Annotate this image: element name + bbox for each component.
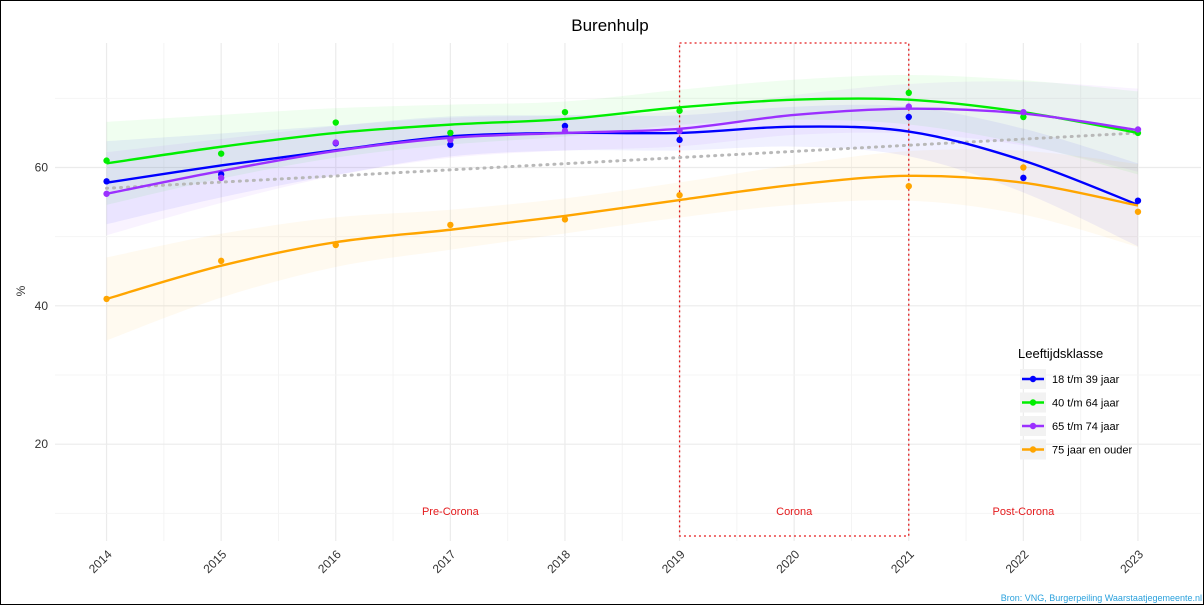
series-line: [106, 107, 1139, 195]
legend-key-point: [1029, 446, 1037, 453]
x-tick-label: 2021: [888, 547, 917, 576]
source-note: Bron: VNG, Burgerpeiling Waarstaatjegeme…: [1001, 593, 1202, 603]
data-point: [1020, 164, 1027, 171]
data-point: [1134, 126, 1142, 133]
data-point: [447, 136, 454, 144]
data-point: [905, 182, 912, 190]
data-point: [561, 122, 569, 130]
data-point: [1134, 208, 1142, 215]
x-tick-label: 2023: [1117, 547, 1146, 576]
series-line: [106, 97, 1139, 165]
series-line: [106, 125, 1139, 206]
x-tick-label: 2022: [1003, 547, 1032, 576]
y-tick-label: 60: [35, 161, 49, 175]
data-point: [1020, 113, 1027, 121]
x-tick-label: 2018: [544, 547, 573, 576]
data-point: [447, 141, 454, 148]
data-point: [676, 107, 683, 114]
data-point: [1020, 174, 1027, 182]
x-tick-label: 2017: [430, 547, 459, 576]
y-tick-label: 20: [35, 437, 49, 451]
x-tick-label: 2015: [201, 547, 230, 576]
data-point: [103, 190, 110, 197]
legend-label: 65 t/m 74 jaar: [1052, 421, 1120, 433]
data-point: [561, 216, 569, 223]
confidence-band: [106, 104, 1138, 247]
data-point: [676, 191, 683, 199]
data-point: [447, 129, 454, 137]
data-point: [905, 89, 912, 97]
x-tick-label: 2016: [315, 547, 344, 576]
x-tick-label: 2020: [774, 547, 803, 576]
data-point: [217, 257, 225, 265]
data-point: [561, 108, 569, 116]
data-point: [905, 103, 912, 110]
corona-period-box: [678, 42, 910, 537]
confidence-band: [106, 81, 1138, 236]
period-label: Pre-Corona: [422, 506, 480, 518]
data-point: [332, 119, 339, 126]
data-point: [1134, 197, 1142, 204]
legend-label: 18 t/m 39 jaar: [1052, 374, 1120, 386]
confidence-band: [106, 149, 1138, 341]
data-point: [676, 127, 683, 135]
legend-label: 75 jaar en ouder: [1052, 445, 1132, 457]
data-point: [217, 174, 225, 182]
legend-key-point: [1029, 375, 1037, 383]
data-point: [103, 295, 110, 303]
series-line: [106, 174, 1139, 301]
legend-title: Leeftijdsklasse: [1018, 346, 1103, 361]
confidence-band: [106, 74, 1138, 205]
data-point: [561, 127, 569, 135]
period-label: Corona: [776, 506, 813, 518]
data-point: [332, 139, 339, 146]
period-label: Post-Corona: [992, 506, 1055, 518]
x-tick-label: 2019: [659, 547, 688, 576]
y-axis-label: %: [14, 285, 28, 296]
data-point: [447, 221, 454, 229]
legend-label: 40 t/m 64 jaar: [1052, 398, 1120, 410]
data-point: [676, 136, 683, 144]
data-point: [103, 178, 110, 185]
data-point: [1020, 108, 1027, 116]
data-point: [332, 241, 339, 249]
x-tick-label: 2014: [86, 547, 115, 576]
chart-title: Burenhulp: [571, 16, 649, 35]
legend-key-point: [1029, 399, 1037, 406]
data-point: [905, 113, 912, 121]
y-tick-label: 40: [35, 299, 49, 313]
overall-trend-line: [105, 131, 1140, 190]
legend-key-point: [1029, 422, 1037, 430]
data-point: [217, 150, 225, 157]
data-point: [103, 157, 110, 164]
